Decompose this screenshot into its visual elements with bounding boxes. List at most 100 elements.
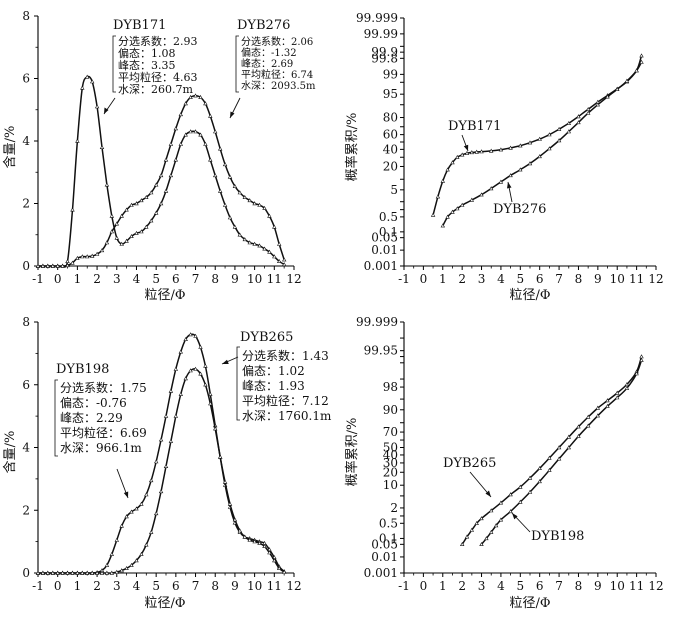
annotation-arrowhead: [104, 107, 109, 114]
y-tick-label: 0: [22, 566, 30, 580]
annotation-line: 偏态：1.08: [118, 46, 176, 60]
panel-d-axes: -1 0 1 2 3 4 5 6 7 8 9 10 11 120.0010.010.050.10.5210…: [356, 315, 664, 593]
data-point-dyb198: [84, 570, 90, 575]
x-tick-label: 9: [594, 579, 602, 593]
data-point-dyb265: [208, 391, 213, 396]
data-point-dyb198: [35, 570, 41, 575]
data-point-dyb198: [267, 550, 272, 555]
y-tick-label: 99.99: [364, 27, 398, 41]
data-point-dyb276: [276, 241, 282, 246]
series-line-dyb198: [480, 359, 643, 545]
data-point-dyb171: [450, 160, 455, 165]
series-line-dyb265: [461, 356, 643, 545]
x-tick-label: 3: [478, 272, 486, 286]
data-point-dyb276: [163, 157, 169, 162]
panel-c-annotation-dyb265: DYB265 分选系数：1.43 偏态：1.02 峰态：1.93 平均粒径：7.…: [221, 330, 332, 423]
data-point-dyb171: [104, 182, 110, 187]
data-point-dyb276: [168, 141, 174, 146]
data-point-dyb171: [203, 141, 208, 146]
y-tick-label: 0.01: [371, 550, 398, 564]
data-point-dyb171: [556, 126, 562, 131]
panel-d-annotation-dyb265: DYB265: [443, 456, 496, 498]
data-point-dyb171: [183, 132, 188, 137]
data-point-dyb198: [547, 467, 552, 472]
x-tick-label: 6: [536, 272, 544, 286]
annotation-arrowhead: [512, 513, 518, 520]
data-point-dyb276: [634, 68, 639, 73]
panel-b-probability-chart: -1 0 1 2 3 4 5 6 7 8 9 10 11 120.0010.010.050.10.5520…: [344, 11, 664, 303]
data-point-dyb198: [144, 542, 149, 547]
y-tick-label: 0.1: [379, 531, 398, 545]
y-tick-label: 0.5: [379, 210, 398, 224]
data-point-dyb265: [124, 514, 129, 519]
x-tick-label: 5: [152, 579, 160, 593]
data-point-dyb276: [639, 59, 644, 64]
panel-b-series: [430, 53, 644, 228]
annotation-line: 峰态：2.29: [60, 411, 123, 425]
data-point-dyb198: [148, 529, 154, 534]
data-point-dyb198: [566, 445, 572, 450]
data-point-dyb276: [455, 206, 460, 211]
data-point-dyb171: [455, 154, 460, 159]
data-point-dyb265: [144, 492, 149, 497]
annotation-title: DYB198: [56, 362, 109, 377]
data-point-dyb276: [227, 174, 233, 179]
x-tick-label: 10: [247, 272, 262, 286]
data-point-dyb198: [527, 489, 533, 494]
data-point-dyb265: [203, 363, 208, 368]
y-tick-label: 99: [383, 67, 398, 81]
x-tick-label: 7: [192, 272, 200, 286]
data-point-dyb276: [498, 179, 504, 184]
annotation-line: 偏态：1.02: [242, 363, 305, 378]
data-point-dyb171: [537, 136, 542, 141]
data-point-dyb171: [585, 106, 591, 111]
x-tick-label: 7: [555, 579, 563, 593]
panel-a-xlabel: 粒径/Φ: [144, 288, 185, 303]
y-tick-label: 8: [22, 9, 30, 23]
panel-b-annotation-dyb276: DYB276: [493, 181, 546, 217]
data-point-dyb276: [178, 112, 184, 117]
data-point-dyb276: [198, 94, 203, 99]
data-point-dyb265: [624, 382, 630, 387]
data-point-dyb265: [139, 501, 144, 506]
annotation-arrowhead: [230, 111, 235, 118]
x-tick-label: 2: [93, 272, 101, 286]
y-tick-label: 99.9: [371, 45, 398, 59]
data-point-dyb198: [281, 569, 287, 574]
data-point-dyb171: [124, 238, 129, 243]
x-tick-label: 4: [497, 272, 505, 286]
data-point-dyb198: [484, 536, 489, 541]
annotation-title: DYB171: [113, 18, 166, 33]
y-tick-label: 40: [383, 142, 398, 156]
x-tick-label: 7: [555, 272, 563, 286]
annotation-line: 分选系数：2.93: [118, 35, 198, 48]
data-point-dyb171: [80, 85, 85, 90]
data-point-dyb276: [89, 253, 95, 258]
x-tick-label: 4: [133, 579, 141, 593]
data-point-dyb276: [104, 240, 110, 245]
data-point-dyb276: [94, 251, 100, 256]
x-tick-label: 12: [286, 579, 301, 593]
panel-b-ylabel: 概率累积/%: [344, 113, 360, 182]
data-point-dyb276: [537, 154, 542, 159]
data-point-dyb171: [257, 243, 262, 248]
data-point-dyb276: [188, 94, 193, 99]
data-point-dyb171: [75, 138, 80, 143]
data-point-dyb198: [247, 537, 252, 542]
data-point-dyb171: [445, 167, 450, 172]
data-point-dyb171: [464, 150, 470, 155]
panel-d-series: [459, 354, 644, 546]
data-point-dyb276: [242, 194, 248, 199]
data-point-dyb171: [217, 188, 223, 193]
panel-c-annotation-dyb198: DYB198 分选系数：1.75 偏态：-0.76 峰态：2.29 平均粒径：6…: [54, 362, 147, 499]
data-point-dyb198: [70, 570, 75, 575]
annotation-line: 分选系数：1.75: [60, 380, 147, 395]
data-point-dyb171: [237, 232, 243, 237]
data-point-dyb171: [267, 249, 272, 254]
annotation-line: 峰态：3.35: [118, 59, 176, 72]
annotation-line: 分选系数：2.06: [241, 35, 313, 48]
data-point-dyb276: [153, 182, 159, 187]
data-point-dyb276: [508, 173, 513, 178]
data-point-dyb198: [114, 569, 120, 574]
